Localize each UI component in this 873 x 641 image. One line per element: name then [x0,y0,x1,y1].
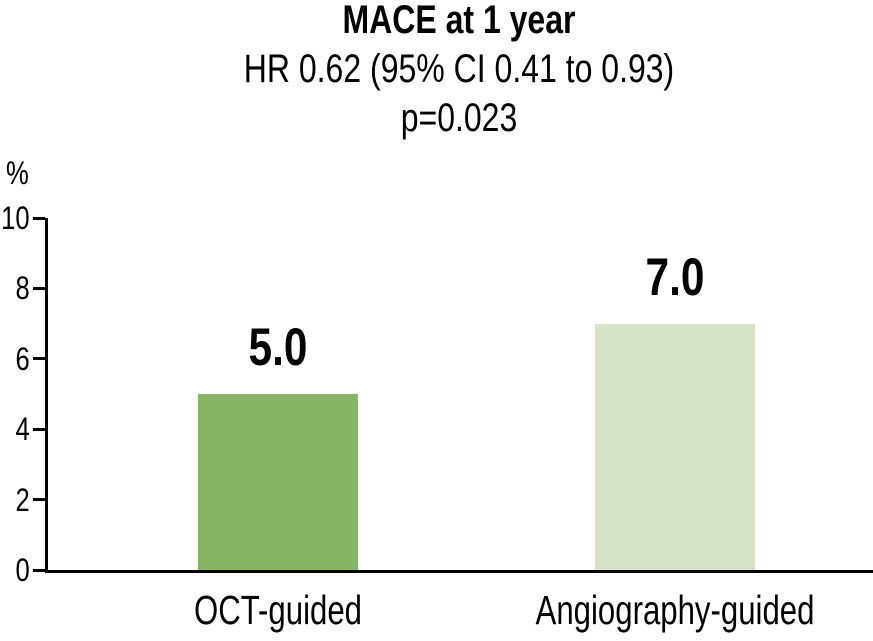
y-tick-mark-0 [33,568,45,572]
y-tick-mark-6 [33,357,45,361]
x-category-label-oct-guided: OCT-guided [193,587,363,633]
y-tick-mark-4 [33,427,45,431]
bar-oct-guided [198,394,358,570]
y-tick-label-2: 2 [15,481,30,518]
bar-value-label-oct-guided: 5.0 [248,318,308,377]
y-tick-label-0: 0 [15,552,30,588]
plot-area: 0 2 4 6 8 10 5.0 7.0 [2,202,870,586]
y-tick-label-6: 6 [15,340,30,377]
chart-header: MACE at 1 year HR 0.62 (95% CI 0.41 to 0… [45,0,873,143]
chart-subtitle-hazard-ratio: HR 0.62 (95% CI 0.41 to 0.93) [243,47,675,91]
y-tick-label-4: 4 [15,411,30,448]
chart-title: MACE at 1 year [342,0,576,42]
x-category-label-angiography-guided: Angiography-guided [535,587,815,633]
y-axis-line [45,218,48,573]
x-axis-line [45,570,873,573]
y-tick-mark-10 [33,216,45,220]
bar-value-label-angiography-guided: 7.0 [645,247,705,307]
y-tick-label-10: 10 [1,200,31,236]
y-tick-label-8: 8 [15,270,30,307]
y-tick-mark-8 [33,286,45,290]
chart-subtitle-p-value: p=0.023 [400,96,518,140]
y-axis-unit-label: % [6,155,29,191]
y-tick-mark-2 [33,498,45,502]
bar-angiography-guided [595,323,755,570]
